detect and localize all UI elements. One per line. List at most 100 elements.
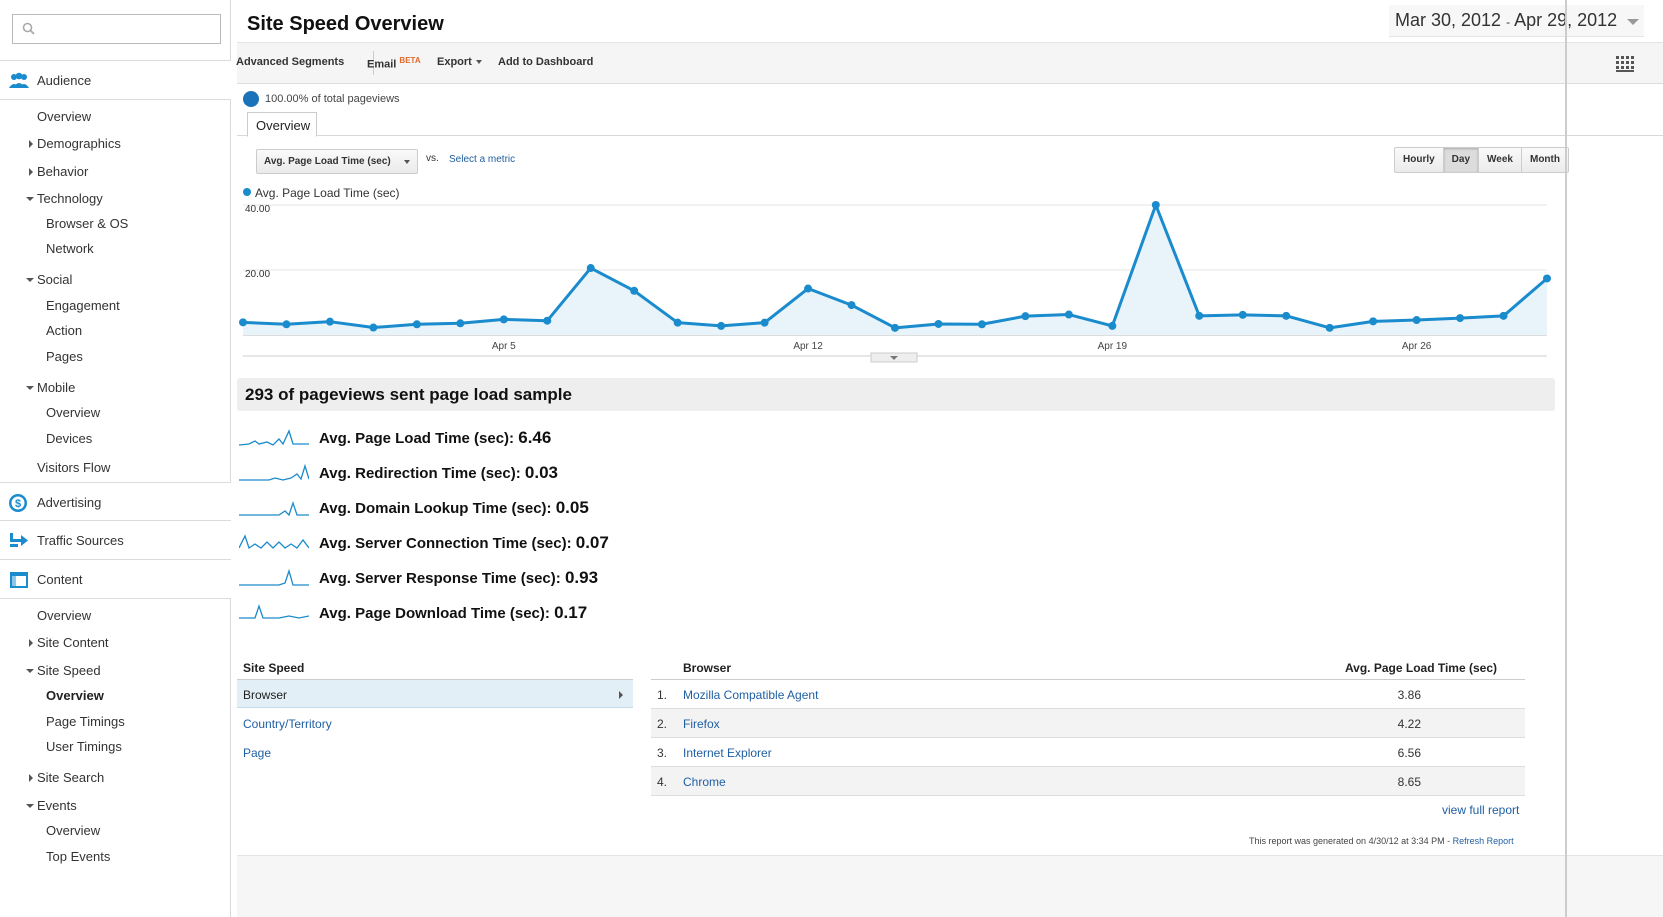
nav-content-overview[interactable]: Overview: [37, 608, 92, 623]
dimension-country[interactable]: Country/Territory: [243, 717, 332, 731]
dimension-page[interactable]: Page: [243, 746, 272, 760]
sparkline-icon[interactable]: [239, 497, 309, 519]
select-metric-link[interactable]: Select a metric: [449, 154, 516, 165]
chart-point[interactable]: [1195, 311, 1204, 320]
nav-engagement[interactable]: Engagement: [46, 298, 120, 313]
nav-behavior[interactable]: Behavior: [37, 164, 89, 179]
chart-point[interactable]: [325, 317, 334, 326]
nav-events[interactable]: Events: [37, 798, 77, 813]
nav-site-search[interactable]: Site Search: [37, 770, 105, 785]
sidebar-section-traffic-sources[interactable]: Traffic Sources: [0, 520, 231, 560]
nav-demographics[interactable]: Demographics: [37, 136, 121, 151]
search-input[interactable]: [12, 14, 221, 44]
sparkline-icon[interactable]: [239, 532, 309, 554]
chart-point[interactable]: [1543, 274, 1551, 283]
chart-point[interactable]: [586, 264, 595, 273]
chart-point[interactable]: [239, 318, 247, 327]
advanced-segments-button[interactable]: Advanced Segments: [236, 56, 345, 68]
chart-point[interactable]: [543, 316, 552, 325]
chart-point[interactable]: [847, 301, 856, 310]
expand-arrow-icon[interactable]: [29, 168, 33, 176]
row-browser-link[interactable]: Mozilla Compatible Agent: [683, 688, 819, 702]
chart-point[interactable]: [369, 323, 378, 332]
chart-point[interactable]: [1108, 321, 1117, 330]
export-button[interactable]: Export: [437, 56, 482, 68]
chart-point[interactable]: [630, 286, 639, 295]
hourly-button[interactable]: Hourly: [1395, 148, 1444, 172]
scrollbar-edge[interactable]: [1565, 0, 1567, 917]
date-range-picker[interactable]: Mar 30, 2012 - Apr 29, 2012: [1389, 5, 1644, 37]
nav-social[interactable]: Social: [37, 272, 73, 287]
nav-site-speed-overview[interactable]: Overview: [46, 688, 104, 703]
chart-collapse-handle[interactable]: [870, 352, 918, 363]
nav-mobile-overview[interactable]: Overview: [46, 405, 101, 420]
sidebar-section-advertising[interactable]: $ Advertising: [0, 482, 231, 522]
collapse-arrow-icon[interactable]: [26, 669, 34, 673]
nav-visitors-flow[interactable]: Visitors Flow: [37, 460, 111, 475]
view-full-report-link[interactable]: view full report: [1442, 803, 1520, 817]
chart-point[interactable]: [673, 318, 682, 327]
nav-page-timings[interactable]: Page Timings: [46, 714, 125, 729]
column-header-load-time[interactable]: Avg. Page Load Time (sec): [1344, 661, 1497, 675]
chart-point[interactable]: [412, 320, 421, 329]
table-grid-icon[interactable]: [1615, 55, 1635, 73]
chart-point[interactable]: [934, 319, 943, 328]
chart-point[interactable]: [1325, 323, 1334, 332]
chart-point[interactable]: [1456, 314, 1465, 323]
row-browser-link[interactable]: Chrome: [683, 775, 726, 789]
collapse-arrow-icon[interactable]: [26, 278, 34, 282]
chart-point[interactable]: [499, 315, 508, 324]
chart-point[interactable]: [760, 318, 769, 327]
row-browser-link[interactable]: Firefox: [683, 717, 720, 731]
collapse-arrow-icon[interactable]: [26, 804, 34, 808]
add-to-dashboard-button[interactable]: Add to Dashboard: [498, 56, 594, 68]
nav-site-speed[interactable]: Site Speed: [37, 663, 101, 678]
chart-point[interactable]: [717, 321, 726, 330]
sparkline-icon[interactable]: [239, 462, 309, 484]
chart-point[interactable]: [1021, 312, 1030, 321]
dimension-browser[interactable]: Browser: [237, 680, 633, 708]
expand-arrow-icon[interactable]: [29, 639, 33, 647]
chart-point[interactable]: [1282, 311, 1291, 320]
sparkline-icon[interactable]: [239, 567, 309, 589]
column-header-browser[interactable]: Browser: [683, 661, 732, 675]
sparkline-icon[interactable]: [239, 602, 309, 624]
nav-network[interactable]: Network: [46, 241, 94, 256]
sparkline-icon[interactable]: [239, 427, 309, 449]
nav-pages[interactable]: Pages: [46, 349, 83, 364]
nav-site-content[interactable]: Site Content: [37, 635, 109, 650]
nav-browser-os[interactable]: Browser & OS: [46, 216, 129, 231]
refresh-report-link[interactable]: Refresh Report: [1452, 836, 1514, 846]
chart-point[interactable]: [891, 323, 899, 332]
row-browser-link[interactable]: Internet Explorer: [683, 746, 772, 760]
collapse-arrow-icon[interactable]: [26, 197, 34, 201]
nav-technology[interactable]: Technology: [37, 191, 103, 206]
chart-point[interactable]: [977, 320, 986, 329]
sidebar-section-audience[interactable]: Audience: [0, 60, 231, 100]
nav-audience-overview[interactable]: Overview: [37, 109, 92, 124]
chart-point[interactable]: [1499, 311, 1508, 320]
email-button[interactable]: Email BETA: [367, 56, 421, 71]
chart-point[interactable]: [282, 320, 291, 329]
chart-point[interactable]: [456, 319, 465, 328]
nav-mobile[interactable]: Mobile: [37, 380, 76, 395]
nav-top-events[interactable]: Top Events: [46, 849, 111, 864]
nav-devices[interactable]: Devices: [46, 431, 93, 446]
chart-point[interactable]: [1238, 310, 1247, 319]
expand-arrow-icon[interactable]: [29, 774, 33, 782]
tab-overview[interactable]: Overview: [247, 112, 317, 137]
collapse-arrow-icon[interactable]: [26, 386, 34, 390]
nav-events-overview[interactable]: Overview: [46, 823, 101, 838]
chart-point[interactable]: [1064, 310, 1073, 319]
week-button[interactable]: Week: [1479, 148, 1522, 172]
chart-point[interactable]: [1151, 201, 1160, 209]
nav-action[interactable]: Action: [46, 323, 83, 338]
month-button[interactable]: Month: [1521, 148, 1568, 172]
chart-point[interactable]: [1412, 316, 1421, 325]
sidebar-section-content[interactable]: Content: [0, 559, 231, 599]
day-button[interactable]: Day: [1443, 148, 1480, 172]
expand-arrow-icon[interactable]: [29, 140, 33, 148]
metric-select[interactable]: Avg. Page Load Time (sec): [256, 149, 418, 174]
chart-point[interactable]: [1369, 317, 1378, 326]
chart-point[interactable]: [804, 284, 813, 293]
